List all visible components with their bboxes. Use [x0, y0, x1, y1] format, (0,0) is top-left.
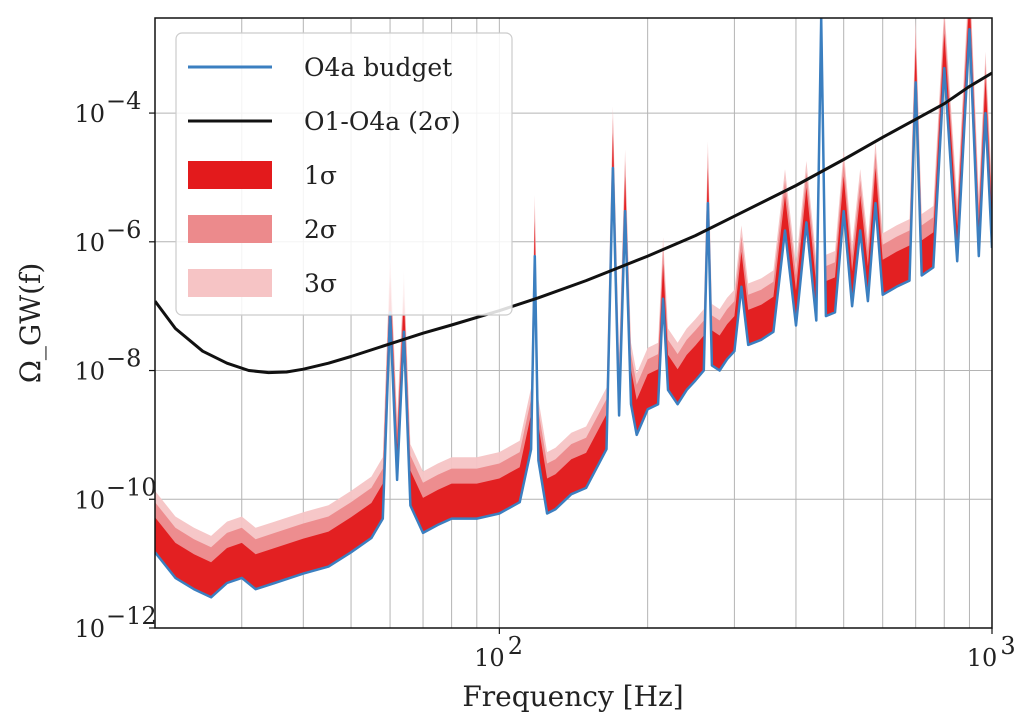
legend-swatch [188, 215, 272, 243]
band-1σ [155, 18, 992, 598]
x-tick-label: 10 [967, 644, 998, 672]
y-tick-label: 10 [74, 229, 105, 257]
legend-label: O1-O4a (2σ) [304, 107, 461, 136]
legend-box [175, 32, 513, 316]
series-O1-O4a (2σ) [155, 71, 992, 375]
sigma-bands [155, 18, 992, 598]
x-ticks: 10 2 10 3 [474, 628, 1016, 672]
legend-label: 1σ [304, 161, 337, 190]
y-tick-exponent: −6 [106, 216, 141, 244]
legend-label: 3σ [304, 269, 337, 298]
legend: O4a budget O1-O4a (2σ) 1σ 2σ 3σ [175, 32, 513, 316]
y-tick-label: 10 [74, 615, 105, 643]
x-axis-label: Frequency [Hz] [462, 680, 683, 713]
legend-swatch [188, 161, 272, 189]
series-O4a budget [155, 18, 992, 599]
y-tick-exponent: −10 [106, 473, 157, 501]
y-tick-label: 10 [74, 100, 105, 128]
legend-label: 2σ [304, 215, 337, 244]
x-tick-label: 10 [474, 644, 505, 672]
x-tick-exponent: 2 [508, 632, 523, 660]
y-tick-exponent: −8 [106, 345, 141, 373]
y-tick-exponent: −12 [106, 602, 157, 630]
legend-swatch [188, 269, 272, 297]
y-tick-exponent: −4 [106, 87, 141, 115]
y-tick-label: 10 [74, 486, 105, 514]
x-tick-exponent: 3 [1000, 632, 1015, 660]
series-lines [155, 18, 992, 599]
y-axis-label: Ω_GW(f) [14, 263, 47, 384]
plot-frame [154, 17, 993, 629]
y-tick-label: 10 [74, 358, 105, 386]
legend-label: O4a budget [304, 53, 452, 82]
